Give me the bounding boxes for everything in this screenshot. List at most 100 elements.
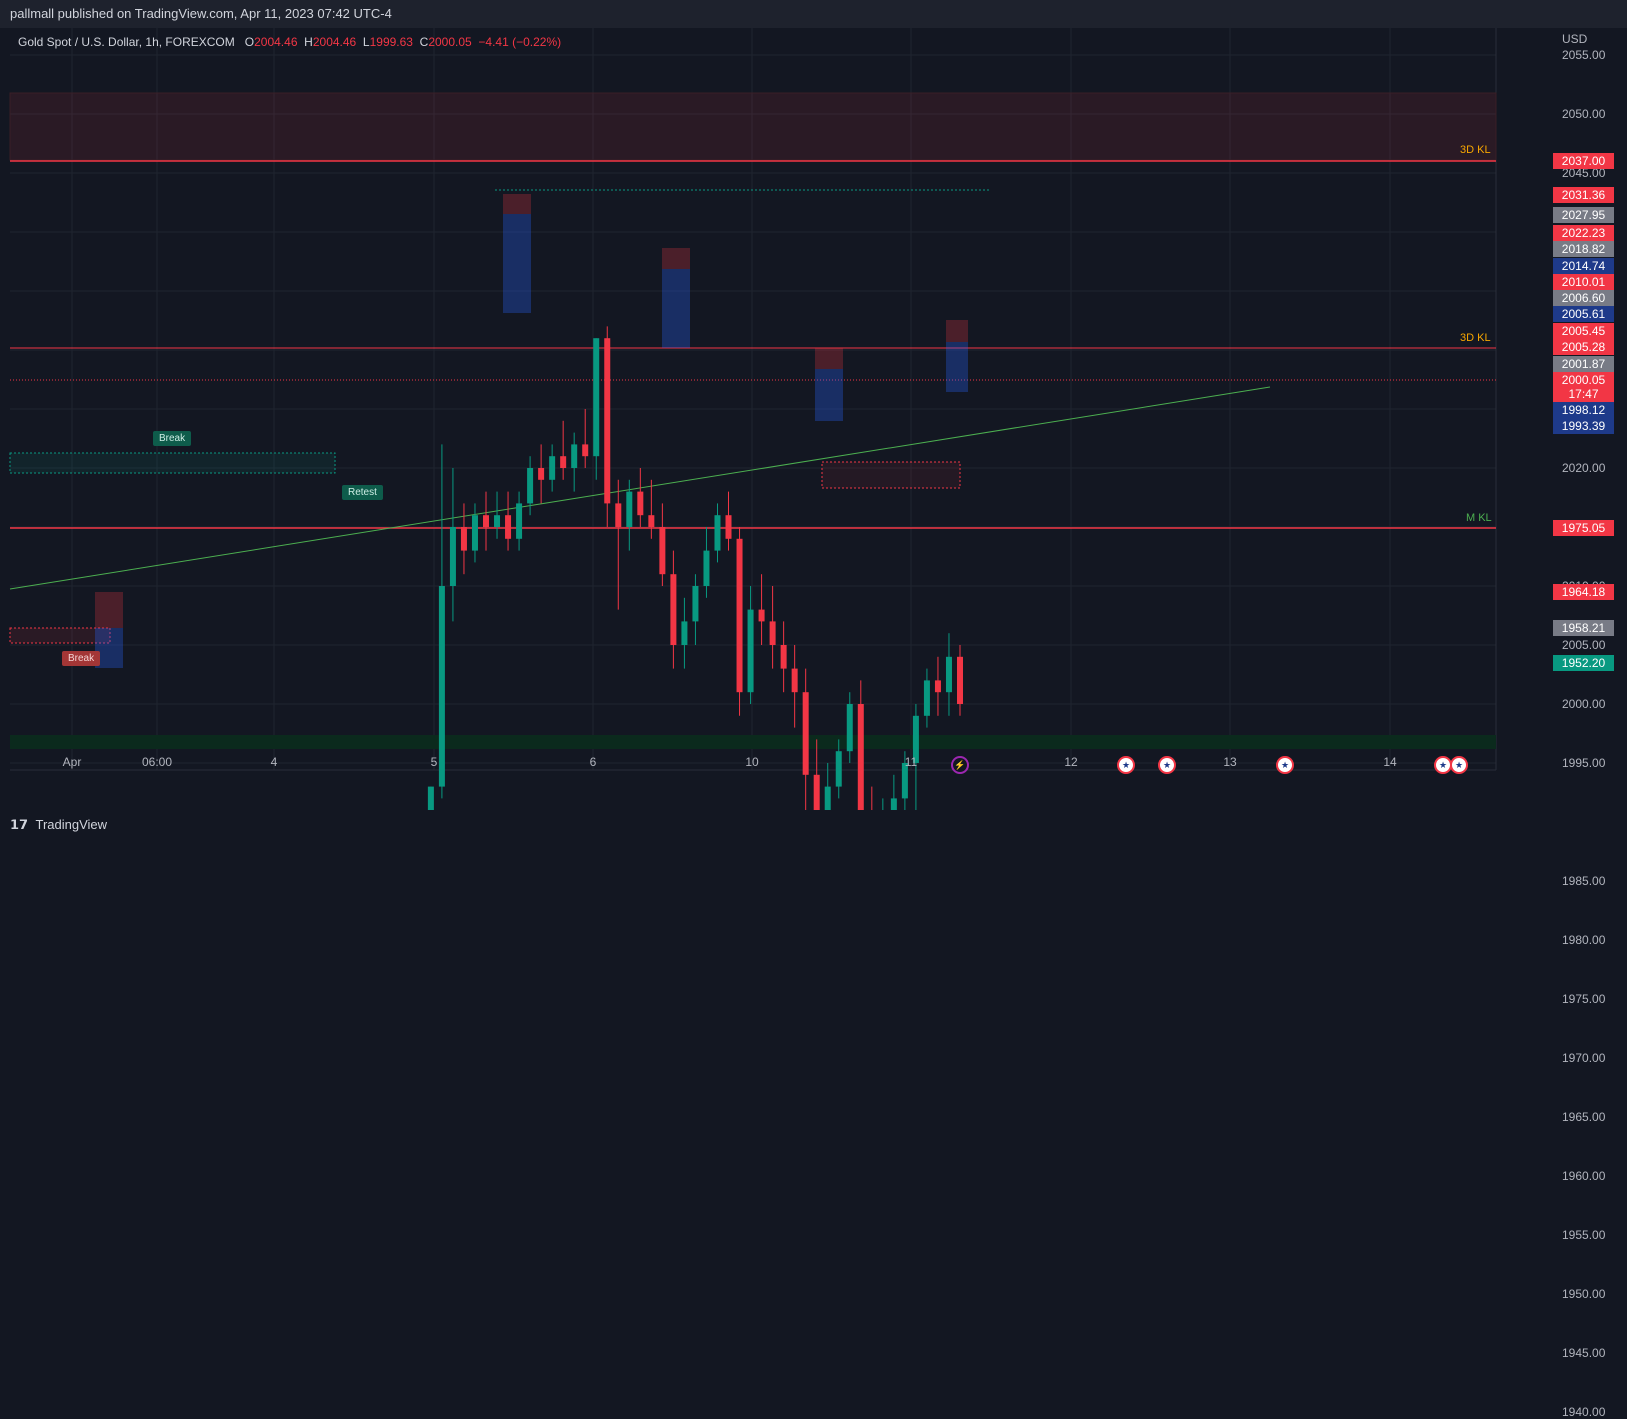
price-axis-tick: 2045.00 xyxy=(1562,166,1606,180)
candle-body xyxy=(582,444,589,457)
price-axis-tick: 1980.00 xyxy=(1562,933,1606,947)
time-axis-tick: 6 xyxy=(589,755,597,769)
take-profit-box xyxy=(503,214,531,313)
price-axis-label: 2010.01 xyxy=(1553,274,1614,290)
high-value: 2004.46 xyxy=(312,35,357,49)
high-label: H xyxy=(304,35,313,49)
zone-red-mid xyxy=(821,461,961,489)
symbol-legend: Gold Spot / U.S. Dollar, 1h, FOREXCOM O2… xyxy=(18,35,561,49)
change-value: −4.41 (−0.22%) xyxy=(478,35,562,49)
candle-body xyxy=(483,515,489,527)
publisher-bar: pallmall published on TradingView.com, A… xyxy=(0,0,1627,28)
close-label: C xyxy=(419,35,429,49)
take-profit-box xyxy=(946,342,968,392)
kl-label-m: M KL xyxy=(1466,512,1492,524)
open-value: 2004.46 xyxy=(254,35,298,49)
stop-loss-box xyxy=(946,320,968,342)
price-axis-label: 1958.21 xyxy=(1553,620,1614,636)
us-flag-event-icon[interactable]: ★ xyxy=(1158,756,1176,774)
candle-body xyxy=(901,763,908,799)
candle-body xyxy=(824,786,831,811)
price-axis-label: 2005.61 xyxy=(1553,306,1614,322)
price-axis-label: 2000.05 xyxy=(1553,372,1614,388)
price-axis-tick: 1950.00 xyxy=(1562,1287,1606,1301)
candle-body xyxy=(802,692,809,775)
price-axis-label: 2001.87 xyxy=(1553,356,1614,372)
candle-body xyxy=(714,515,721,551)
open-label: O xyxy=(244,35,255,49)
us-flag-event-icon[interactable]: ★ xyxy=(1450,756,1468,774)
candle-body xyxy=(769,621,776,645)
candle-body xyxy=(604,338,611,504)
candle-body xyxy=(527,468,534,504)
candle-body xyxy=(923,680,930,716)
break-tag-red[interactable]: Break xyxy=(62,651,101,666)
candle-body xyxy=(703,550,710,586)
candle-body xyxy=(736,538,743,693)
footer-bar: 𝟭𝟳 TradingView xyxy=(0,810,1627,840)
price-axis-label: 2027.95 xyxy=(1553,207,1614,223)
price-axis-tick: 1940.00 xyxy=(1562,1405,1606,1419)
candle-body xyxy=(791,668,798,693)
price-axis-tick: 2005.00 xyxy=(1562,638,1606,652)
candle-body xyxy=(648,515,655,527)
price-axis-tick: 1965.00 xyxy=(1562,1110,1606,1124)
time-axis-tick: 4 xyxy=(270,755,278,769)
time-axis-tick: 13 xyxy=(1223,755,1237,769)
candle-body xyxy=(560,456,567,468)
close-value: 2000.05 xyxy=(428,35,472,49)
stop-loss-box xyxy=(503,194,531,214)
price-chart[interactable] xyxy=(0,0,1627,840)
price-axis-tick: 2000.00 xyxy=(1562,697,1606,711)
candle-body xyxy=(593,338,600,457)
symbol-name[interactable]: Gold Spot / U.S. Dollar, 1h, FOREXCOM xyxy=(18,35,235,49)
us-flag-event-icon[interactable]: ★ xyxy=(1117,756,1135,774)
price-axis-tick: 2050.00 xyxy=(1562,107,1606,121)
price-axis-label: 1993.39 xyxy=(1553,418,1614,434)
retest-tag[interactable]: Retest xyxy=(342,485,383,500)
candle-body xyxy=(538,468,545,480)
price-axis-tick: 1945.00 xyxy=(1562,1346,1606,1360)
price-axis-label: 1952.20 xyxy=(1553,655,1614,671)
demand-zone-green xyxy=(9,452,336,474)
candle-body xyxy=(460,527,467,551)
candle-body xyxy=(835,751,842,787)
price-axis-tick: 1960.00 xyxy=(1562,1169,1606,1183)
currency-label: USD xyxy=(1562,32,1588,46)
candle-body xyxy=(945,656,952,693)
us-flag-event-icon[interactable]: ★ xyxy=(1276,756,1294,774)
price-axis-tick: 1975.00 xyxy=(1562,992,1606,1006)
time-axis-tick: 14 xyxy=(1383,755,1397,769)
time-axis-tick: 10 xyxy=(745,755,759,769)
candle-body xyxy=(549,456,556,480)
candle-body xyxy=(438,586,445,787)
candle-body xyxy=(934,680,941,693)
price-axis-label: 2005.28 xyxy=(1553,339,1614,355)
break-tag-green[interactable]: Break xyxy=(153,431,192,446)
candle-body xyxy=(637,491,644,516)
kl-label-top: 3D KL xyxy=(1460,144,1491,156)
time-axis-tick: 06:00 xyxy=(141,755,173,769)
candle-body xyxy=(681,621,688,645)
candle-body xyxy=(571,444,578,468)
candle-body xyxy=(813,774,820,811)
price-axis-label: 2006.60 xyxy=(1553,290,1614,306)
price-axis-label: 2037.00 xyxy=(1553,153,1614,169)
footer-brand[interactable]: TradingView xyxy=(35,817,108,832)
publisher-line: pallmall published on TradingView.com, A… xyxy=(10,6,392,21)
candle-body xyxy=(957,656,963,704)
time-axis-tick: 11 xyxy=(904,755,918,769)
candle-body xyxy=(494,515,501,527)
candle-body xyxy=(626,491,633,527)
candle-body xyxy=(505,515,512,539)
candle-body xyxy=(692,586,699,622)
tradingview-logo-icon: 𝟭𝟳 xyxy=(10,817,29,832)
zone-red-left xyxy=(9,627,111,644)
candle-body xyxy=(615,503,622,527)
candle-body xyxy=(670,574,677,645)
price-axis-tick: 1970.00 xyxy=(1562,1051,1606,1065)
events-strip xyxy=(10,735,1496,749)
lightning-event-icon[interactable]: ⚡ xyxy=(951,756,969,774)
price-axis-label: 1998.12 xyxy=(1553,402,1614,418)
price-axis-tick: 2020.00 xyxy=(1562,461,1606,475)
